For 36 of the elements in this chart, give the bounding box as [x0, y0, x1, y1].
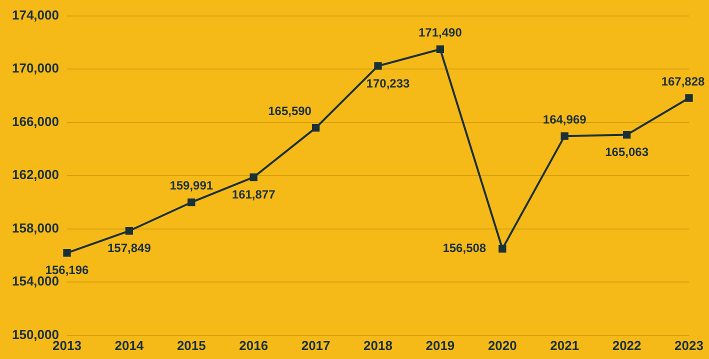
- data-label: 165,590: [268, 104, 312, 118]
- x-tick-label: 2016: [239, 338, 268, 353]
- point: [188, 198, 196, 206]
- point: [622, 130, 631, 139]
- point: [685, 94, 693, 102]
- data-label: 167,828: [661, 74, 706, 88]
- data-label: 171,490: [418, 26, 462, 40]
- y-tick-label: 166,000: [12, 114, 59, 129]
- data-label: 161,877: [232, 188, 276, 202]
- data-label: 170,233: [366, 76, 410, 90]
- x-tick-label: 2022: [612, 338, 642, 353]
- y-tick-label: 174,000: [12, 7, 59, 22]
- y-tick-label: 170,000: [12, 60, 59, 76]
- x-tick-label: 2014: [114, 338, 144, 353]
- data-label: 156,508: [442, 241, 486, 256]
- point: [250, 173, 258, 182]
- data-label: 165,063: [605, 145, 649, 160]
- x-tick-label: 2019: [426, 338, 455, 353]
- x-tick-label: 2018: [364, 338, 392, 353]
- x-tick-label: 2021: [550, 338, 580, 353]
- point: [63, 249, 71, 257]
- data-label: 159,991: [170, 178, 214, 193]
- x-tick-label: 2020: [488, 338, 517, 353]
- point: [374, 62, 382, 70]
- y-tick-label: 162,000: [12, 167, 59, 182]
- x-tick-label: 2023: [674, 338, 704, 353]
- x-tick-label: 2015: [176, 338, 206, 353]
- point: [125, 227, 134, 235]
- point: [498, 244, 506, 253]
- data-label: 157,849: [107, 241, 152, 256]
- point: [436, 45, 444, 54]
- point: [560, 132, 568, 140]
- x-tick-label: 2017: [301, 338, 330, 353]
- y-tick-label: 158,000: [12, 220, 59, 236]
- point: [312, 124, 320, 132]
- data-label: 164,969: [542, 112, 587, 126]
